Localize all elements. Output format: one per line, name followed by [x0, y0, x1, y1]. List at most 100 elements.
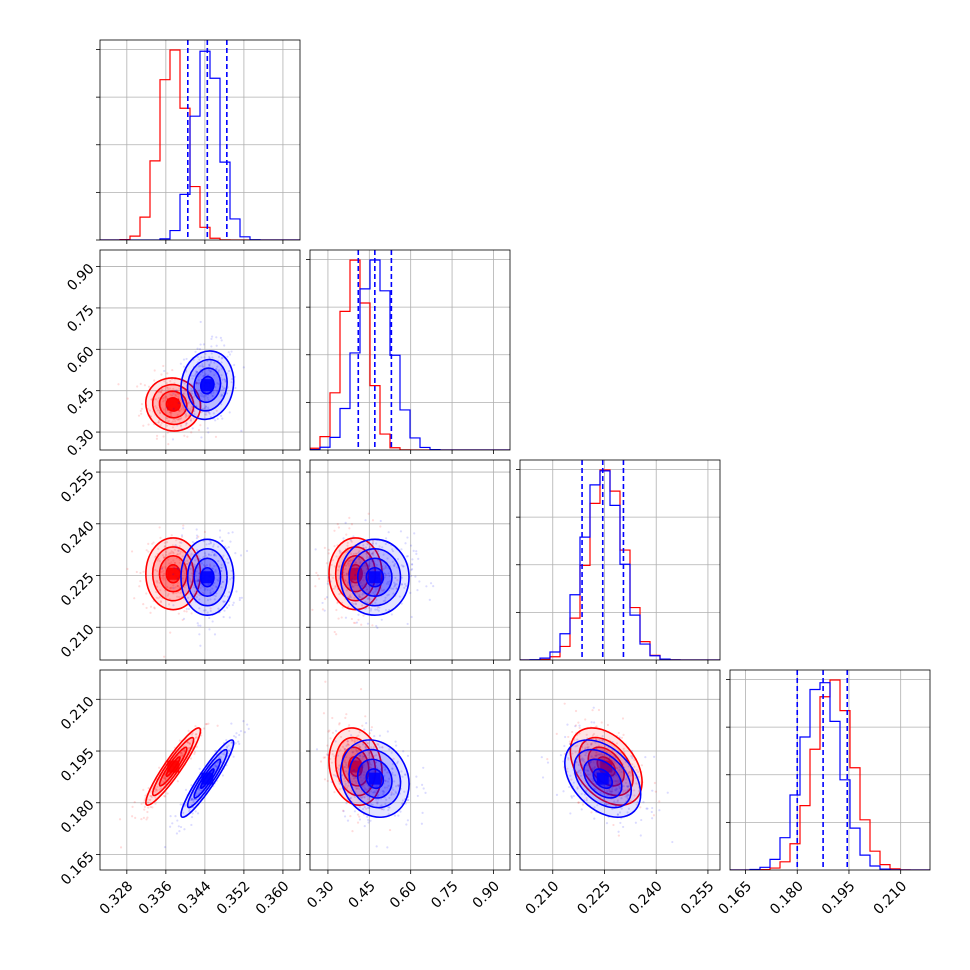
- sample-point: [137, 414, 141, 417]
- sample-point: [344, 716, 347, 719]
- sample-point: [369, 545, 372, 549]
- sample-point: [185, 422, 188, 425]
- sample-point: [205, 564, 209, 567]
- sample-point: [428, 598, 431, 601]
- sample-point: [392, 793, 395, 796]
- sample-point: [172, 392, 175, 395]
- sample-point: [199, 391, 203, 395]
- sample-point: [207, 553, 210, 556]
- sample-point: [384, 596, 387, 599]
- sample-point: [375, 845, 378, 848]
- sample-point: [597, 708, 601, 712]
- sample-point: [597, 753, 600, 756]
- sample-point: [178, 561, 181, 565]
- sample-point: [377, 587, 380, 590]
- sample-point: [202, 727, 206, 730]
- sample-point: [162, 578, 165, 581]
- sample-point: [169, 631, 172, 634]
- sample-point: [138, 585, 141, 588]
- sample-point: [592, 706, 595, 709]
- sample-point: [621, 717, 625, 720]
- sample-point: [365, 552, 368, 555]
- sample-point: [200, 395, 203, 398]
- sample-point: [336, 602, 339, 605]
- sample-point: [190, 374, 193, 377]
- sample-point: [187, 747, 190, 750]
- sample-point: [576, 744, 579, 747]
- sample-point: [359, 796, 362, 799]
- sample-point: [606, 723, 610, 727]
- sample-point: [429, 582, 433, 585]
- sample-point: [626, 811, 629, 814]
- sample-point: [615, 787, 618, 790]
- sample-point: [359, 562, 362, 565]
- sample-point: [187, 742, 191, 745]
- sample-point: [350, 617, 353, 621]
- sample-point: [181, 427, 184, 431]
- sample-point: [340, 616, 343, 619]
- sample-point: [183, 572, 186, 575]
- sample-point: [608, 788, 611, 792]
- sample-point: [149, 605, 153, 608]
- sample-point: [166, 420, 169, 423]
- sample-point: [352, 535, 355, 538]
- sample-point: [226, 557, 229, 561]
- sample-point: [381, 565, 384, 568]
- sample-point: [340, 575, 344, 578]
- sample-point: [400, 770, 403, 773]
- sample-point: [376, 606, 379, 609]
- sample-point: [383, 774, 386, 777]
- sample-point: [388, 582, 391, 586]
- sample-point: [162, 576, 166, 579]
- sample-point: [200, 562, 203, 565]
- sample-point: [185, 562, 188, 566]
- sample-point: [374, 760, 378, 763]
- sample-point: [597, 744, 601, 747]
- sample-point: [658, 800, 661, 803]
- sample-point: [345, 572, 348, 576]
- sample-point: [212, 391, 215, 394]
- sample-point: [189, 407, 192, 410]
- y-tick-label: 0.240: [58, 518, 98, 558]
- sample-point: [183, 410, 187, 413]
- sample-point: [372, 791, 376, 794]
- sample-point: [194, 733, 197, 736]
- sample-point: [357, 595, 361, 598]
- sample-point: [581, 803, 585, 806]
- sample-point: [601, 734, 604, 738]
- sample-point: [219, 336, 222, 339]
- sample-point: [207, 722, 210, 725]
- sample-point: [133, 801, 136, 804]
- sample-point: [615, 788, 619, 791]
- sample-point: [616, 782, 619, 785]
- sample-point: [173, 561, 176, 565]
- sample-point: [199, 373, 202, 376]
- sample-point: [614, 789, 618, 792]
- sample-point: [222, 554, 225, 557]
- sample-point: [189, 419, 192, 422]
- sample-point: [374, 590, 377, 593]
- sample-point: [147, 806, 150, 809]
- sample-point: [352, 555, 355, 558]
- sample-point: [178, 830, 181, 833]
- sample-point: [390, 751, 393, 754]
- panel-frame: [99, 39, 301, 241]
- sample-point: [584, 769, 587, 772]
- sample-point: [391, 763, 395, 766]
- sample-point: [162, 572, 166, 575]
- sample-point: [176, 553, 179, 556]
- sample-point: [406, 555, 409, 558]
- sample-point: [178, 552, 182, 555]
- sample-point: [637, 790, 641, 793]
- sample-point: [176, 584, 180, 588]
- sample-point: [349, 558, 352, 562]
- sample-point: [216, 381, 219, 385]
- sample-point: [145, 606, 148, 610]
- sample-point: [161, 574, 165, 577]
- sample-point: [555, 793, 559, 796]
- sample-point: [654, 790, 657, 793]
- sample-point: [345, 756, 348, 759]
- sample-point: [579, 769, 582, 772]
- sample-point: [348, 724, 351, 727]
- sample-point: [354, 574, 357, 577]
